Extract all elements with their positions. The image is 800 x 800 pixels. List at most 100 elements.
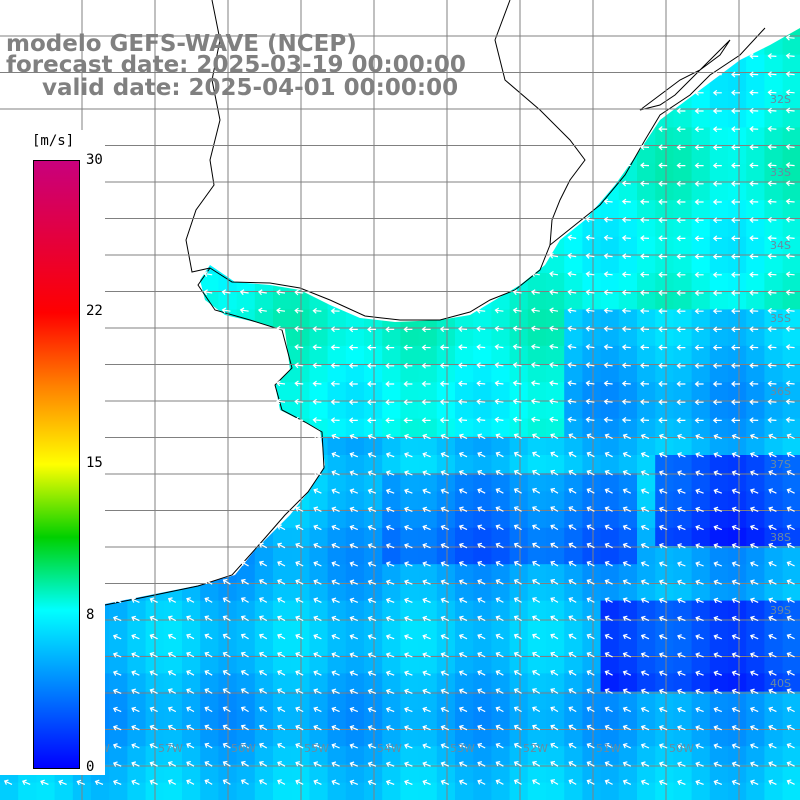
field-cell — [637, 527, 656, 547]
coastline-uruguay-north — [494, 0, 586, 246]
wind-arrow — [640, 362, 650, 369]
wind-arrow — [476, 344, 486, 350]
field-cell — [618, 455, 638, 474]
field-cell — [309, 728, 329, 747]
field-cell — [491, 400, 511, 420]
field-cell — [728, 72, 747, 92]
wind-arrow — [712, 108, 722, 114]
wind-arrow — [604, 488, 613, 494]
wind-arrow — [330, 380, 340, 387]
field-cell — [182, 673, 201, 693]
field-cell — [509, 582, 529, 602]
wind-arrow — [222, 633, 231, 640]
wind-arrow — [550, 724, 559, 731]
field-cell — [345, 418, 365, 438]
wind-arrow — [422, 579, 431, 585]
field-cell — [509, 691, 529, 711]
wind-arrow — [586, 779, 595, 785]
field-cell — [782, 36, 800, 56]
wind-arrow — [658, 235, 668, 242]
wind-arrow — [348, 399, 358, 406]
wind-arrow — [567, 380, 577, 387]
wind-arrow — [458, 743, 468, 749]
wind-arrow — [112, 688, 122, 695]
wind-arrow — [677, 433, 686, 440]
field-cell — [509, 345, 529, 365]
field-cell — [509, 618, 529, 638]
wind-arrow — [259, 779, 268, 785]
field-cell — [709, 145, 729, 165]
wind-arrow — [786, 742, 795, 749]
wind-arrow — [585, 380, 595, 387]
wind-arrow — [477, 469, 486, 476]
field-cell — [782, 709, 800, 729]
field-cell — [764, 582, 784, 602]
wind-arrow — [186, 651, 195, 658]
field-cell — [327, 655, 347, 674]
wind-arrow — [403, 362, 413, 369]
wind-arrow — [313, 652, 322, 658]
wind-arrow — [621, 216, 631, 223]
wind-arrow — [768, 761, 777, 767]
field-cell — [637, 200, 656, 219]
field-cell — [582, 691, 602, 711]
wind-arrow — [240, 560, 249, 567]
wind-arrow — [550, 651, 559, 658]
wind-arrow — [239, 307, 249, 314]
wind-arrow — [567, 252, 577, 259]
wind-arrow — [349, 743, 359, 749]
field-cell — [309, 637, 329, 656]
latitude-label: 33S — [770, 166, 791, 179]
field-cell — [345, 582, 365, 602]
field-cell — [746, 509, 765, 529]
wind-arrow — [221, 289, 231, 296]
field-cell — [637, 709, 656, 729]
field-cell — [746, 618, 765, 638]
wind-arrow — [622, 652, 632, 658]
wind-arrow — [422, 725, 431, 731]
wind-arrow — [622, 524, 632, 531]
wind-arrow — [586, 433, 595, 440]
field-cell — [382, 709, 401, 729]
field-cell — [436, 618, 456, 638]
wind-arrow — [786, 706, 795, 713]
wind-arrow — [568, 760, 577, 767]
wind-arrow — [530, 343, 540, 350]
wind-arrow — [749, 706, 759, 713]
field-cell — [673, 527, 693, 547]
wind-arrow — [568, 615, 577, 622]
field-cell — [455, 655, 474, 674]
wind-arrow — [512, 343, 522, 350]
wind-arrow — [586, 688, 595, 694]
wind-arrow — [204, 760, 213, 767]
field-cell — [345, 345, 365, 365]
wind-arrow — [713, 488, 723, 494]
wind-arrow — [622, 779, 632, 785]
field-cell — [655, 382, 674, 401]
wind-arrow — [568, 742, 577, 749]
wind-arrow — [167, 688, 177, 694]
field-cell — [655, 582, 674, 602]
wind-arrow — [621, 289, 631, 296]
latitude-label: 32S — [770, 93, 791, 106]
field-cell — [273, 728, 292, 747]
field-cell — [345, 600, 365, 620]
wind-arrow — [767, 107, 777, 114]
field-cell — [473, 637, 492, 656]
wind-arrow — [712, 126, 722, 133]
field-cell — [655, 728, 674, 747]
wind-arrow — [367, 725, 377, 731]
field-cell — [691, 291, 711, 310]
field-cell — [782, 655, 800, 674]
field-cell — [327, 764, 347, 784]
field-cell — [254, 728, 274, 747]
field-cell — [618, 400, 638, 420]
wind-arrow — [422, 433, 431, 440]
field-cell — [309, 364, 329, 383]
field-cell — [127, 673, 147, 693]
wind-arrow — [658, 597, 668, 604]
field-cell — [527, 746, 547, 765]
field-cell — [709, 655, 729, 674]
wind-arrow — [586, 451, 595, 458]
field-cell — [691, 618, 711, 638]
